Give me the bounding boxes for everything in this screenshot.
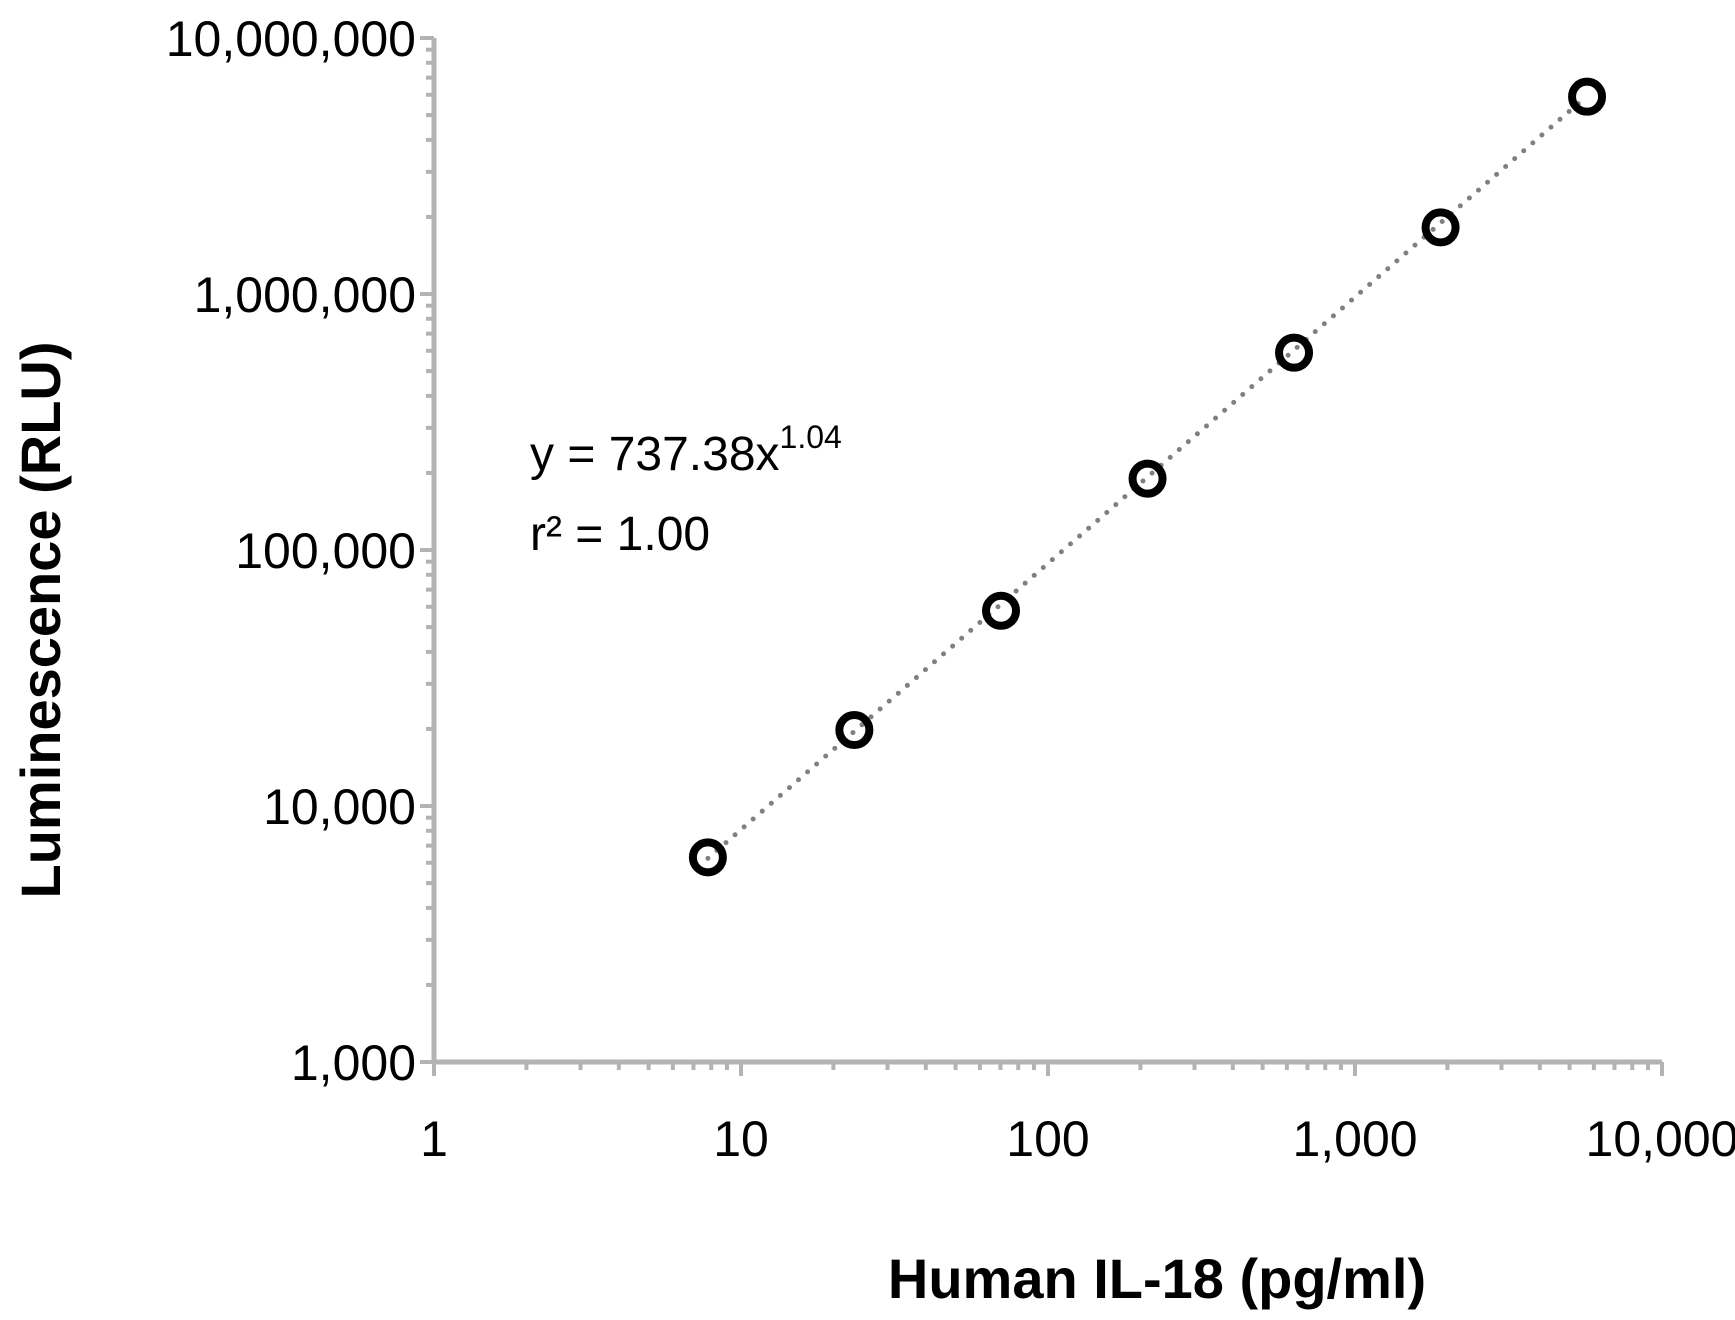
data-point — [1421, 208, 1460, 247]
data-point — [1128, 459, 1167, 498]
x-tick-label: 10 — [713, 1111, 769, 1167]
y-tick-label: 1,000,000 — [194, 267, 416, 323]
data-point — [1568, 77, 1607, 116]
x-tick-label: 1,000 — [1292, 1111, 1417, 1167]
data-point — [1275, 333, 1314, 372]
y-tick-label: 10,000,000 — [166, 11, 416, 67]
equation-exponent: 1.04 — [780, 419, 842, 455]
trendline — [705, 93, 1590, 861]
tick-labels: 1,000 10,000 100,000 1,000,000 10,000,000 1 10… — [166, 11, 1735, 1167]
data-point — [688, 838, 727, 877]
data-point — [835, 711, 874, 750]
x-axis-title: Human IL-18 (pg/ml) — [888, 1247, 1426, 1310]
y-tick-label: 10,000 — [263, 779, 416, 835]
axes — [420, 36, 1664, 1076]
y-tick-label: 1,000 — [291, 1035, 416, 1091]
data-point — [982, 591, 1021, 630]
equation-label: y = 737.38x1.04 — [530, 419, 842, 481]
x-tick-label: 1 — [420, 1111, 448, 1167]
x-tick-label: 100 — [1006, 1111, 1089, 1167]
data-points — [688, 77, 1607, 877]
y-tick-label: 100,000 — [235, 523, 416, 579]
y-axis-title: Luminescence (RLU) — [9, 342, 72, 899]
x-tick-label: 10,000 — [1586, 1111, 1735, 1167]
r-squared-label: r² = 1.00 — [530, 508, 710, 561]
